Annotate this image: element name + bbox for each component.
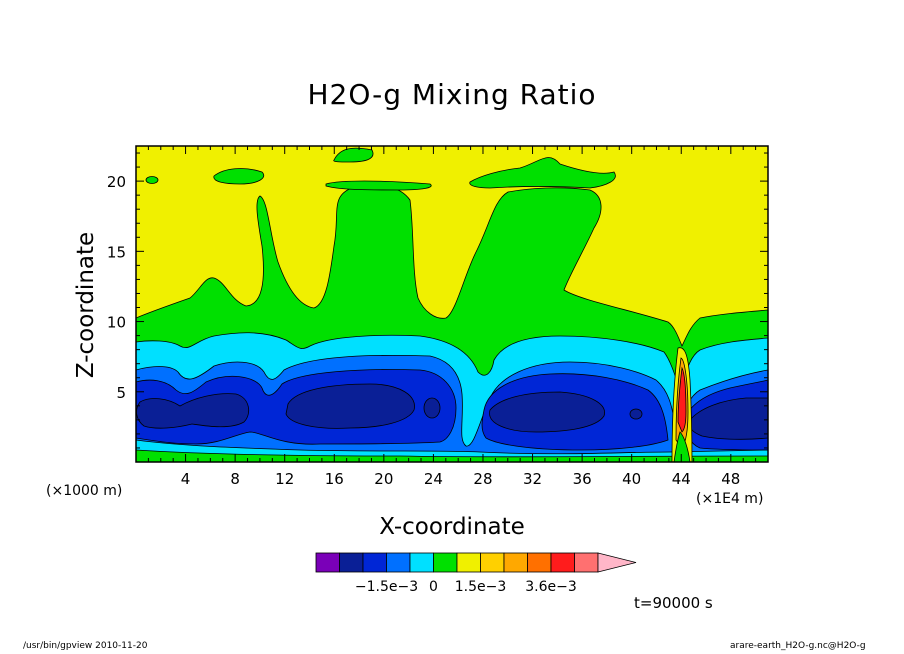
colorbar-swatch: [527, 552, 552, 573]
footer-right: arare-earth_H2O-g.nc@H2O-g: [730, 641, 866, 651]
colorbar-swatch: [550, 552, 575, 573]
colorbar-swatch: [409, 552, 434, 573]
colorbar-swatch: [362, 552, 387, 573]
y-tick-label: 20: [107, 173, 126, 191]
colorbar-label: 0: [429, 579, 438, 595]
footer-left: /usr/bin/gpview 2010-11-20: [23, 641, 148, 651]
x-tick-label: 44: [672, 470, 691, 488]
contour-field: [136, 146, 768, 462]
plot-frame: [135, 145, 769, 463]
y-tick-label: 5: [116, 384, 126, 402]
contour-navy-region4: [689, 397, 768, 440]
colorbar-label: −1.5e−3: [355, 579, 418, 595]
chart-title: H2O-g Mixing Ratio: [307, 78, 597, 111]
y-tick-label: 10: [107, 314, 126, 332]
colorbar-swatch: [503, 552, 528, 573]
contour-green-top2: [469, 157, 616, 189]
contour-green-top3: [213, 168, 265, 185]
x-tick-label: 24: [424, 470, 443, 488]
colorbar-swatch: [480, 552, 505, 573]
colorbar: [315, 552, 637, 573]
colorbar-label: 1.5e−3: [455, 579, 507, 595]
contour-column-red: [677, 366, 687, 433]
colorbar-label: 3.6e−3: [525, 579, 577, 595]
x-tick-label: 12: [275, 470, 294, 488]
time-label: t=90000 s: [634, 594, 713, 612]
contour-navy-blob2: [629, 408, 643, 420]
x-tick-label: 4: [181, 470, 191, 488]
contour-navy-region2: [285, 383, 415, 429]
contour-navy-blob: [423, 397, 441, 419]
axis-ticks: [136, 146, 768, 462]
contour-green-blob: [145, 176, 159, 184]
x-tick-label: 48: [721, 470, 740, 488]
colorbar-swatch: [339, 552, 364, 573]
colorbar-swatch: [433, 552, 458, 573]
contour-navy-region3: [489, 391, 605, 433]
contour-green-top4: [325, 180, 432, 191]
x-tick-labels: 4 8 12 16 20 24 28 32 36 40 44 48: [181, 470, 741, 488]
x-tick-label: 36: [573, 470, 592, 488]
x-tick-label: 20: [374, 470, 393, 488]
contour-green-top: [333, 147, 374, 163]
colorbar-swatch: [574, 552, 599, 573]
x-tick-label: 32: [523, 470, 542, 488]
colorbar-swatch: [386, 552, 411, 573]
x-tick-label: 8: [230, 470, 240, 488]
x-axis-units-alt: (×1E4 m): [696, 491, 764, 507]
x-axis-units: (×1000 m): [46, 483, 123, 499]
contour-navy-region: [136, 393, 250, 429]
x-tick-label: 40: [622, 470, 641, 488]
colorbar-swatch: [456, 552, 481, 573]
colorbar-labels: −1.5e−3 0 1.5e−3 3.6e−3: [355, 579, 577, 595]
y-tick-label: 15: [107, 243, 126, 261]
x-tick-label: 28: [473, 470, 492, 488]
x-tick-label: 16: [325, 470, 344, 488]
y-tick-labels: 5 10 15 20: [107, 173, 126, 402]
x-axis-label: X-coordinate: [379, 514, 525, 540]
colorbar-extend-arrow: [597, 552, 637, 573]
colorbar-swatch: [315, 552, 340, 573]
contour-column-green: [673, 431, 691, 462]
